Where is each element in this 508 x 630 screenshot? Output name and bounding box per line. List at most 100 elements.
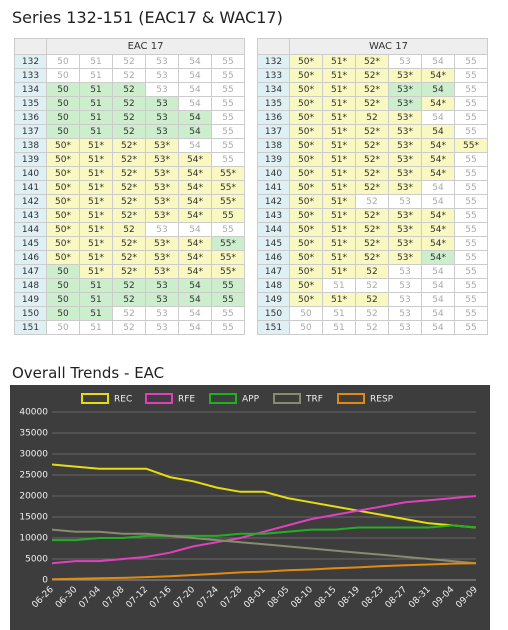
cell: 52*	[355, 250, 389, 265]
cell: 55	[454, 306, 488, 321]
cell: 54	[178, 292, 212, 307]
cell: 50*	[289, 264, 323, 279]
row: 134 50* 51* 52* 53* 54 55	[257, 82, 488, 97]
cell: 54	[178, 110, 212, 125]
cell: 55	[211, 222, 245, 237]
cell: 54*	[421, 152, 455, 167]
cell: 53	[145, 96, 179, 111]
cell: 53*	[388, 250, 422, 265]
row-label: 142	[257, 194, 290, 209]
row: 148 50 51 52 53 54 55	[14, 278, 245, 293]
cell: 51*	[322, 82, 356, 97]
cell: 54	[421, 320, 455, 335]
cell: 51	[322, 306, 356, 321]
y-tick-label: 30000	[19, 450, 48, 460]
legend-swatch	[81, 393, 109, 404]
cell: 54	[421, 110, 455, 125]
cell: 54*	[178, 166, 212, 181]
cell: 54	[421, 292, 455, 307]
row-label: 133	[257, 68, 290, 83]
row-label: 140	[257, 166, 290, 181]
cell: 53	[388, 194, 422, 209]
page-title: Series 132-151 (EAC17 & WAC17)	[12, 8, 283, 27]
row-label: 145	[257, 236, 290, 251]
cell: 52	[112, 82, 146, 97]
row: 147 50 51* 52* 53* 54* 55*	[14, 264, 245, 279]
row: 151 50 51 52 53 54 55	[14, 320, 245, 335]
row: 146 50* 51* 52* 53* 54* 55*	[14, 250, 245, 265]
cell: 52*	[355, 82, 389, 97]
cell: 54*	[178, 236, 212, 251]
cell: 51*	[322, 138, 356, 153]
row: 132 50* 51* 52* 53 54 55	[257, 54, 488, 69]
cell: 53	[145, 124, 179, 139]
row-label: 135	[257, 96, 290, 111]
cell: 51	[322, 320, 356, 335]
cell: 54*	[421, 96, 455, 111]
cell: 50	[46, 68, 80, 83]
cell: 54	[421, 264, 455, 279]
row-label: 139	[257, 152, 290, 167]
cell: 54	[178, 82, 212, 97]
cell: 53	[388, 306, 422, 321]
cell: 55	[454, 124, 488, 139]
cell: 54*	[421, 250, 455, 265]
cell: 50	[46, 320, 80, 335]
cell: 54*	[421, 68, 455, 83]
cell: 54	[421, 82, 455, 97]
cell: 55	[454, 264, 488, 279]
cell: 54*	[421, 208, 455, 223]
row-label: 148	[257, 278, 290, 293]
cell: 50*	[289, 138, 323, 153]
cell: 55	[454, 278, 488, 293]
table: EAC 17 132 50 51 52 53 54 55 133 50 51 52 53 54 55 134 5…	[14, 38, 245, 335]
cell: 55	[211, 54, 245, 69]
row-label: 149	[14, 292, 47, 307]
cell: 52*	[112, 194, 146, 209]
cell: 55	[454, 152, 488, 167]
cell: 52	[355, 278, 389, 293]
chart-background	[10, 385, 490, 630]
row-label: 139	[14, 152, 47, 167]
line	[51, 463, 477, 529]
cell: 55	[454, 82, 488, 97]
cell: 55	[211, 96, 245, 111]
cell: 54	[178, 124, 212, 139]
cell: 52	[112, 96, 146, 111]
cell: 55	[454, 250, 488, 265]
cell: 51*	[79, 208, 113, 223]
row: 146 50* 51* 52* 53* 54* 55	[257, 250, 488, 265]
cell: 54*	[178, 152, 212, 167]
cell: 55	[211, 138, 245, 153]
cell: 51*	[322, 250, 356, 265]
cell: 55	[211, 208, 245, 223]
cell: 50	[46, 110, 80, 125]
cell: 52	[112, 278, 146, 293]
row-label: 150	[14, 306, 47, 321]
legend-label: RESP	[370, 395, 394, 405]
cell: 54	[421, 194, 455, 209]
y-tick-label: 15000	[19, 513, 48, 523]
cell: 53	[388, 292, 422, 307]
row-label: 148	[14, 278, 47, 293]
cell: 54*	[421, 166, 455, 181]
cell: 50*	[46, 250, 80, 265]
row-label: 134	[14, 82, 47, 97]
row: 147 50* 51* 52 53 54 55	[257, 264, 488, 279]
line	[51, 495, 477, 565]
row: 143 50* 51* 52* 53* 54* 55	[257, 208, 488, 223]
cell: 53	[145, 278, 179, 293]
row-label: 151	[257, 320, 290, 335]
row-label: 149	[257, 292, 290, 307]
cell: 50*	[289, 222, 323, 237]
cell: 55	[454, 320, 488, 335]
cell: 52*	[355, 152, 389, 167]
row-label: 146	[257, 250, 290, 265]
cell: 53*	[388, 124, 422, 139]
cell: 55*	[454, 138, 488, 153]
cell: 55	[211, 306, 245, 321]
cell: 55	[454, 54, 488, 69]
cell: 51	[322, 278, 356, 293]
cell: 50*	[289, 54, 323, 69]
